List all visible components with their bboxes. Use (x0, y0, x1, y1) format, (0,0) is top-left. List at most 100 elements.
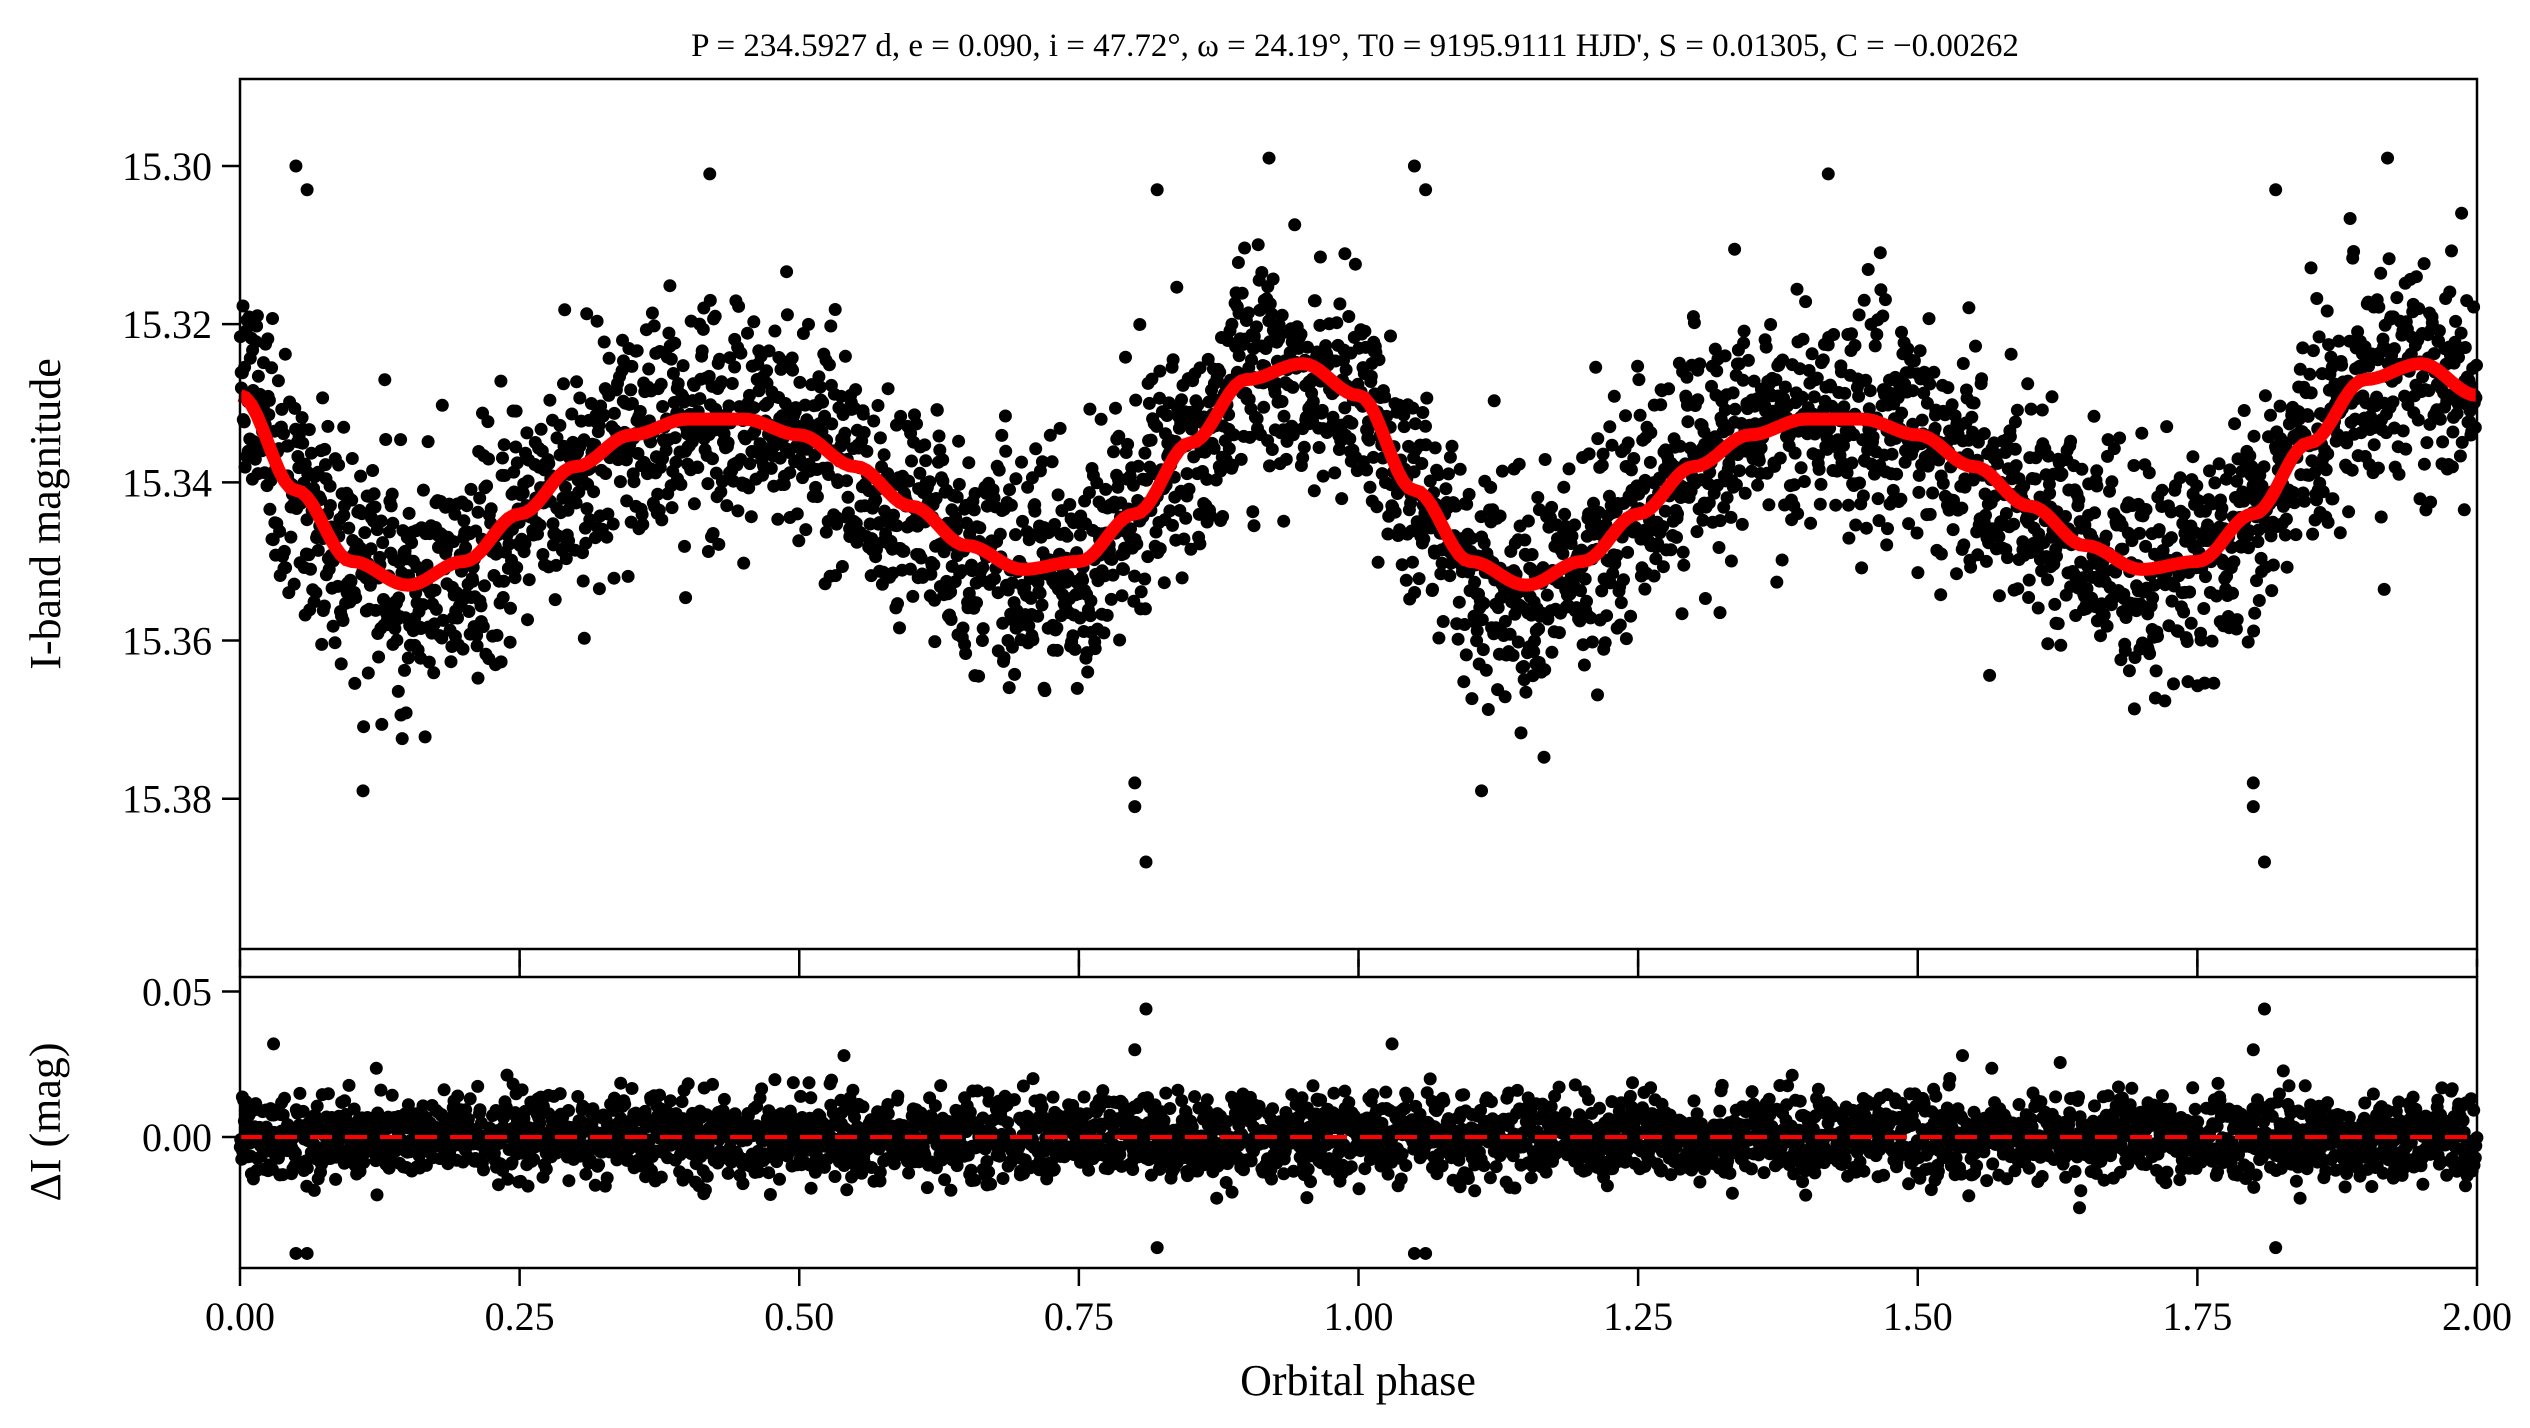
data-point (559, 552, 573, 566)
data-point (1718, 349, 1732, 363)
data-point (1751, 478, 1765, 492)
data-point (1816, 353, 1830, 367)
data-point (1073, 611, 1087, 625)
residual-point (592, 1158, 606, 1172)
data-point (1213, 365, 1227, 379)
data-point (337, 420, 351, 434)
data-point (1762, 498, 1776, 512)
data-point (435, 631, 449, 645)
data-point (2001, 551, 2014, 565)
data-point (1729, 478, 1743, 492)
data-point (1656, 520, 1670, 533)
data-point (674, 478, 688, 491)
data-point (391, 684, 405, 698)
data-point (720, 499, 734, 513)
data-point (1671, 507, 1684, 521)
data-point (1955, 501, 1969, 515)
data-point (655, 513, 669, 527)
data-point (607, 571, 621, 585)
data-point (691, 461, 705, 474)
data-point (536, 548, 550, 561)
data-point (960, 516, 974, 530)
data-point (2048, 597, 2062, 611)
data-point (1876, 309, 1890, 323)
data-point (1676, 545, 1690, 559)
outlier-point (1128, 776, 1142, 790)
data-point (668, 336, 682, 350)
data-point (1557, 480, 1571, 494)
data-point (1477, 596, 1491, 610)
data-point (1009, 528, 1022, 542)
data-point (323, 479, 337, 493)
data-point (1545, 645, 1559, 659)
data-point (1131, 459, 1145, 473)
data-point (376, 536, 390, 550)
data-point (1225, 317, 1239, 331)
data-point (1048, 518, 1062, 531)
data-point (1923, 377, 1937, 391)
data-point (975, 634, 989, 647)
data-point (793, 375, 807, 389)
data-point (956, 621, 970, 635)
data-point (1517, 660, 1531, 673)
data-point (1419, 419, 1432, 433)
data-point (2445, 460, 2459, 474)
data-point (1687, 316, 1701, 330)
data-point (1465, 692, 1479, 706)
data-point (2297, 494, 2311, 508)
outlier-point (1139, 855, 1153, 869)
data-point (2433, 412, 2447, 426)
data-point (278, 347, 292, 361)
data-point (1214, 464, 1228, 478)
data-point (1245, 353, 1258, 367)
data-point (1773, 451, 1787, 465)
data-point (712, 537, 726, 551)
residual-point (804, 1181, 818, 1195)
data-point (1770, 575, 1784, 589)
data-point (1859, 373, 1873, 387)
residual-point (1007, 1093, 1021, 1107)
data-point (520, 426, 534, 440)
data-point (2377, 582, 2391, 596)
residual-point (553, 1087, 567, 1101)
data-point (1619, 632, 1633, 646)
data-point (695, 344, 709, 358)
data-point (1335, 492, 1349, 506)
data-point (967, 503, 981, 517)
residual-point (934, 1079, 948, 1093)
data-point (1363, 480, 1377, 494)
data-point (572, 485, 586, 499)
data-point (1487, 394, 1501, 408)
data-point (2266, 558, 2280, 572)
data-point (2446, 425, 2460, 439)
data-point (668, 431, 682, 445)
residual-point (804, 1091, 818, 1105)
data-point (1880, 538, 1894, 552)
data-point (1045, 455, 1059, 469)
data-point (1066, 629, 1080, 643)
residual-point (370, 1188, 384, 1202)
residual-point (329, 1172, 343, 1186)
data-point (1999, 507, 2013, 520)
data-point (2135, 426, 2149, 440)
data-point (1591, 688, 1604, 702)
data-point (1776, 353, 1790, 367)
outlier-point (289, 159, 303, 173)
data-point (1063, 498, 1077, 511)
residual-point (374, 1083, 388, 1097)
residual-point (856, 1100, 870, 1114)
data-point (1204, 509, 1217, 523)
data-point (1348, 257, 1362, 271)
data-point (625, 397, 639, 410)
data-point (1142, 396, 1156, 410)
data-point (345, 493, 359, 507)
data-point (1886, 483, 1900, 497)
data-point (1856, 433, 1870, 447)
data-point (1130, 537, 1144, 551)
data-point (1417, 532, 1431, 546)
data-point (2445, 244, 2458, 258)
data-point (557, 377, 570, 391)
data-point (1514, 726, 1528, 740)
data-point (976, 561, 990, 574)
data-point (790, 507, 804, 521)
